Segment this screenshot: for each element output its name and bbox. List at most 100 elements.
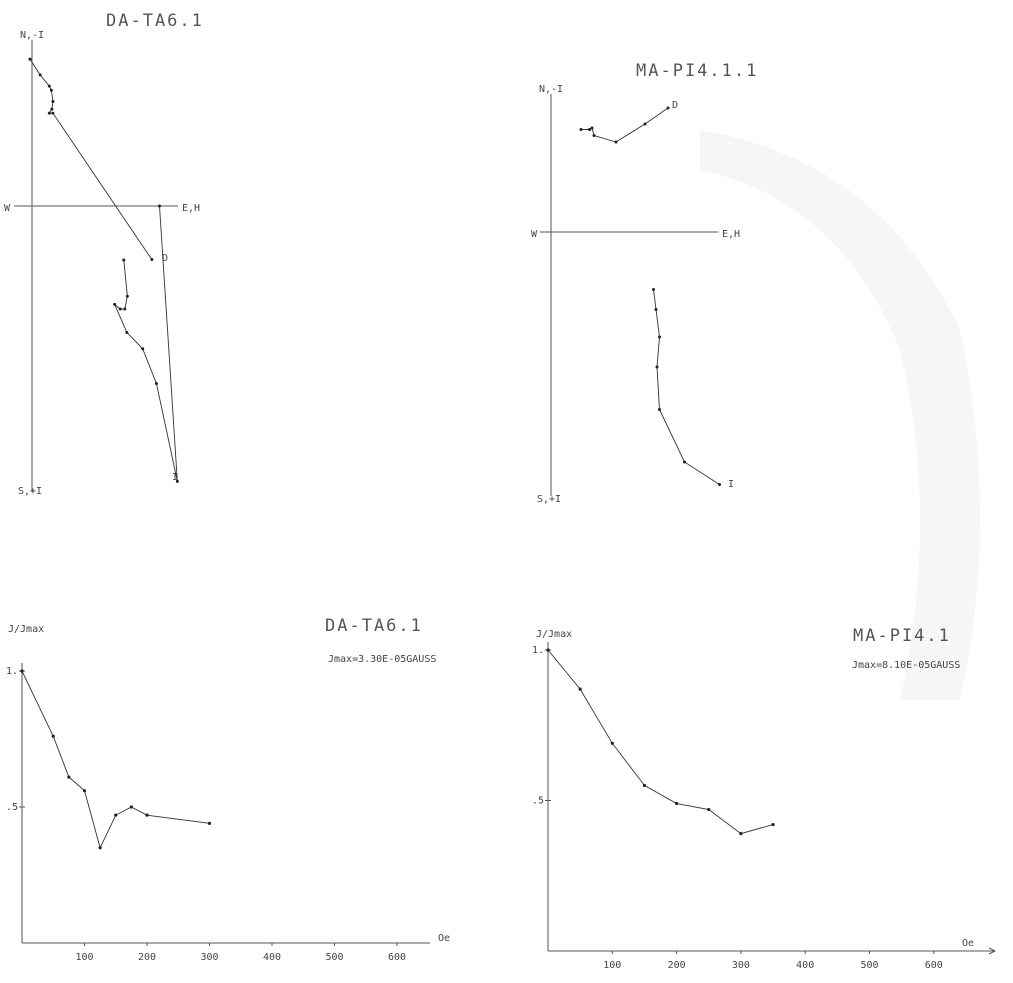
horizontal-projection-point <box>51 99 55 103</box>
y-axis-label-2: J/Jmax <box>536 629 572 640</box>
demag-point <box>129 805 133 809</box>
x-tick-label: 600 <box>388 952 406 963</box>
south-label-1: S,+I <box>18 486 42 497</box>
vertical-projection-point <box>683 460 686 464</box>
demag-line <box>21 670 210 850</box>
north-label-1: N,-I <box>20 30 44 41</box>
y-tick-label: .5 <box>6 802 18 813</box>
x-tick-label: 300 <box>732 960 750 971</box>
horizontal-projection-point <box>579 128 583 131</box>
x-unit-label-2: Oe <box>962 938 974 949</box>
zijderveld-plot-ma-pi4: MA-PI4.1.1 N,-I S,+I W E,H D I <box>531 61 758 505</box>
vertical-projection-point <box>113 302 117 306</box>
demag-line <box>547 649 774 835</box>
demag-point <box>145 813 149 817</box>
vertical-projection-point <box>122 258 126 262</box>
zijderveld-plot-da-ta6: DA-TA6.1 N,-I S,+I W E,H D I <box>4 11 204 497</box>
south-label-2: S,+I <box>537 494 561 505</box>
demag-point <box>207 821 212 825</box>
zijderveld-title-1: DA-TA6.1 <box>106 11 204 31</box>
horizontal-projection-point <box>643 122 647 126</box>
horizontal-projection-point <box>50 107 54 111</box>
y-tick-label: 1. <box>6 666 18 677</box>
x-tick-label: 600 <box>925 960 943 971</box>
east-label-1: E,H <box>182 203 200 214</box>
demag-point <box>51 734 55 738</box>
vertical-projection-point <box>654 308 658 311</box>
horizontal-projection-line-1 <box>29 58 153 260</box>
demag-point <box>114 813 118 817</box>
x-tick-label: 400 <box>263 952 281 963</box>
horizontal-projection-point <box>28 57 32 61</box>
vertical-projection-point <box>141 347 145 351</box>
demag-curve-ma-pi4: MA-PI4.1 Jmax=8.10E-05GAUSS J/Jmax Oe 10… <box>532 626 997 971</box>
vertical-projection-point <box>658 335 661 339</box>
vertical-projection-point <box>118 307 122 311</box>
horizontal-projection-point <box>150 258 154 262</box>
x-tick-label: 300 <box>200 952 218 963</box>
vertical-projection-point <box>154 381 158 385</box>
vertical-projection-point <box>652 288 655 291</box>
horizontal-projection-point <box>47 111 51 115</box>
vertical-projection-point <box>658 408 661 411</box>
x-unit-label-1: Oe <box>438 933 450 944</box>
demag-point <box>578 687 582 691</box>
x-tick-label: 200 <box>668 960 686 971</box>
zijderveld-title-2: MA-PI4.1.1 <box>636 61 758 81</box>
d-end-label-1: D <box>162 253 168 264</box>
demag-title-1: DA-TA6.1 <box>325 616 423 636</box>
demag-point <box>739 832 743 836</box>
x-tick-label: 400 <box>796 960 814 971</box>
horizontal-projection-point <box>592 134 596 137</box>
east-label-2: E,H <box>722 229 740 240</box>
horizontal-projection-point <box>666 106 670 110</box>
demag-point <box>67 775 71 779</box>
demag-point <box>98 846 102 850</box>
y-tick-label: .5 <box>532 796 544 807</box>
x-tick-label: 500 <box>325 952 343 963</box>
y-axis-label-1: J/Jmax <box>8 624 44 635</box>
demag-point <box>20 669 24 673</box>
demag-point <box>771 822 775 827</box>
demag-point <box>707 807 711 812</box>
vertical-projection-point <box>158 204 161 208</box>
vertical-projection-point <box>125 294 129 298</box>
jmax-label-1: Jmax=3.30E-05GAUSS <box>328 654 436 665</box>
vertical-projection-point <box>123 307 127 311</box>
x-tick-label: 500 <box>860 960 878 971</box>
demag-point <box>610 741 614 745</box>
x-tick-label: 100 <box>603 960 621 971</box>
demag-title-2: MA-PI4.1 <box>853 626 951 646</box>
jmax-label-2: Jmax=8.10E-05GAUSS <box>852 660 960 671</box>
demag-point <box>546 648 550 652</box>
horizontal-projection-point <box>47 84 51 88</box>
west-label-1: W <box>4 203 11 214</box>
vertical-projection-line-2 <box>653 289 720 485</box>
horizontal-projection-point <box>38 73 42 77</box>
horizontal-projection-point <box>614 140 618 144</box>
horizontal-projection-point <box>590 126 594 130</box>
west-label-2: W <box>531 229 538 240</box>
demag-point <box>82 789 87 793</box>
horizontal-projection-point <box>49 88 53 92</box>
demag-point <box>642 783 647 788</box>
x-tick-label: 200 <box>138 952 156 963</box>
demag-point <box>675 801 679 806</box>
vertical-projection-point <box>655 365 659 369</box>
vertical-projection-line-1 <box>114 205 178 482</box>
x-tick-label: 100 <box>75 952 93 963</box>
horizontal-projection-point <box>588 128 591 131</box>
scan-shadow <box>700 130 980 700</box>
vertical-projection-point <box>718 483 721 486</box>
x-axis-arrow <box>988 947 997 955</box>
vertical-projection-point <box>125 330 129 334</box>
d-end-label-2: D <box>672 100 678 111</box>
horizontal-projection-point <box>51 111 55 115</box>
demag-curve-da-ta6: DA-TA6.1 Jmax=3.30E-05GAUSS J/Jmax Oe 10… <box>6 616 450 963</box>
y-tick-label: 1. <box>532 645 544 656</box>
i-end-label-2: I <box>728 479 734 490</box>
i-end-label-1: I <box>172 472 178 483</box>
vertical-projection-point <box>175 479 179 483</box>
north-label-2: N,-I <box>539 84 563 95</box>
